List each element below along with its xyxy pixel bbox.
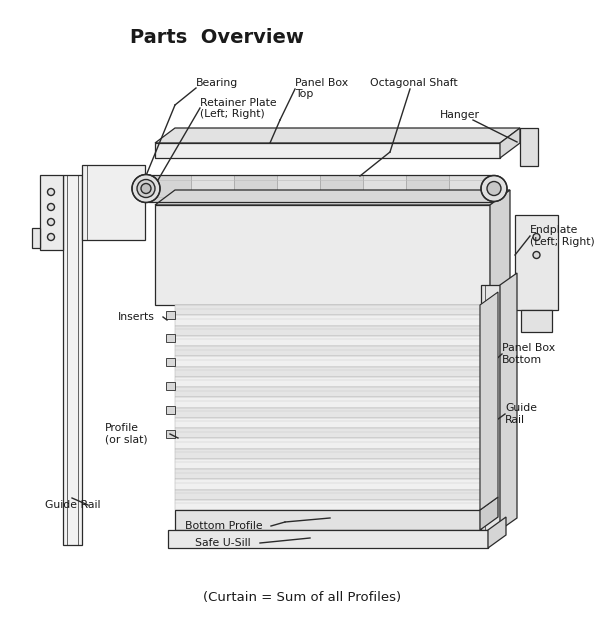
Circle shape <box>132 174 160 203</box>
Text: Retainer Plate: Retainer Plate <box>200 98 276 108</box>
Polygon shape <box>166 382 175 390</box>
Text: Rail: Rail <box>505 415 525 425</box>
Polygon shape <box>175 366 480 377</box>
Polygon shape <box>175 448 480 459</box>
Polygon shape <box>480 497 498 530</box>
Polygon shape <box>277 175 320 202</box>
Polygon shape <box>166 334 175 342</box>
Circle shape <box>48 218 54 226</box>
Polygon shape <box>32 228 40 248</box>
Polygon shape <box>175 356 480 366</box>
Polygon shape <box>234 175 277 202</box>
Circle shape <box>137 180 155 198</box>
Text: Panel Box: Panel Box <box>502 343 555 353</box>
Polygon shape <box>82 165 145 240</box>
Polygon shape <box>175 326 480 336</box>
Polygon shape <box>175 387 480 397</box>
Polygon shape <box>63 175 82 545</box>
Circle shape <box>533 234 540 241</box>
Circle shape <box>487 182 501 195</box>
Text: Panel Box: Panel Box <box>295 78 348 88</box>
Polygon shape <box>175 305 480 315</box>
Polygon shape <box>155 128 520 143</box>
Text: (Left; Right): (Left; Right) <box>200 109 265 119</box>
Polygon shape <box>500 273 517 530</box>
Circle shape <box>533 252 540 259</box>
Text: Bearing: Bearing <box>196 78 238 88</box>
Text: LockSurgeon.com: LockSurgeon.com <box>238 239 482 421</box>
Polygon shape <box>520 128 538 166</box>
Text: Top: Top <box>295 89 313 99</box>
Polygon shape <box>488 517 506 548</box>
Polygon shape <box>155 143 500 158</box>
Polygon shape <box>166 358 175 366</box>
Polygon shape <box>175 377 480 387</box>
Text: Bottom Profile: Bottom Profile <box>185 521 263 531</box>
Polygon shape <box>148 175 191 202</box>
Text: (Left; Right): (Left; Right) <box>530 237 595 247</box>
Text: Parts  Overview: Parts Overview <box>130 28 304 47</box>
Text: (Curtain = Sum of all Profiles): (Curtain = Sum of all Profiles) <box>203 591 401 604</box>
Circle shape <box>141 184 151 193</box>
Polygon shape <box>175 428 480 438</box>
Circle shape <box>48 234 54 241</box>
Polygon shape <box>175 490 480 500</box>
Polygon shape <box>168 530 488 548</box>
Polygon shape <box>363 175 406 202</box>
Text: Inserts: Inserts <box>118 312 155 322</box>
Polygon shape <box>490 190 510 305</box>
Polygon shape <box>191 175 234 202</box>
Text: Hanger: Hanger <box>440 110 480 120</box>
Polygon shape <box>500 128 520 158</box>
Text: Guide: Guide <box>505 403 537 413</box>
Polygon shape <box>449 175 492 202</box>
Polygon shape <box>175 336 480 346</box>
Circle shape <box>48 188 54 195</box>
Polygon shape <box>175 500 480 510</box>
Text: Profile: Profile <box>105 423 139 433</box>
Polygon shape <box>175 459 480 469</box>
Polygon shape <box>155 190 510 205</box>
Polygon shape <box>175 469 480 479</box>
Text: Octagonal Shaft: Octagonal Shaft <box>370 78 457 88</box>
Polygon shape <box>175 479 480 490</box>
Text: Endplate: Endplate <box>530 225 578 235</box>
Polygon shape <box>166 430 175 438</box>
Polygon shape <box>521 310 552 332</box>
Polygon shape <box>406 175 449 202</box>
Polygon shape <box>320 175 363 202</box>
Text: (or slat): (or slat) <box>105 435 148 445</box>
Polygon shape <box>480 292 498 510</box>
Circle shape <box>481 175 507 202</box>
Polygon shape <box>175 407 480 418</box>
Text: Guide Rail: Guide Rail <box>45 500 100 510</box>
Polygon shape <box>175 346 480 356</box>
Polygon shape <box>40 175 63 250</box>
Text: Bottom: Bottom <box>502 355 542 365</box>
Polygon shape <box>166 406 175 414</box>
Polygon shape <box>175 315 480 326</box>
Polygon shape <box>155 205 490 305</box>
Polygon shape <box>166 311 175 319</box>
Polygon shape <box>515 215 558 310</box>
Polygon shape <box>175 418 480 428</box>
Polygon shape <box>175 510 480 530</box>
Polygon shape <box>481 285 500 530</box>
Circle shape <box>48 203 54 211</box>
Polygon shape <box>175 397 480 407</box>
Polygon shape <box>175 438 480 448</box>
Text: Safe U-Sill: Safe U-Sill <box>195 538 250 548</box>
